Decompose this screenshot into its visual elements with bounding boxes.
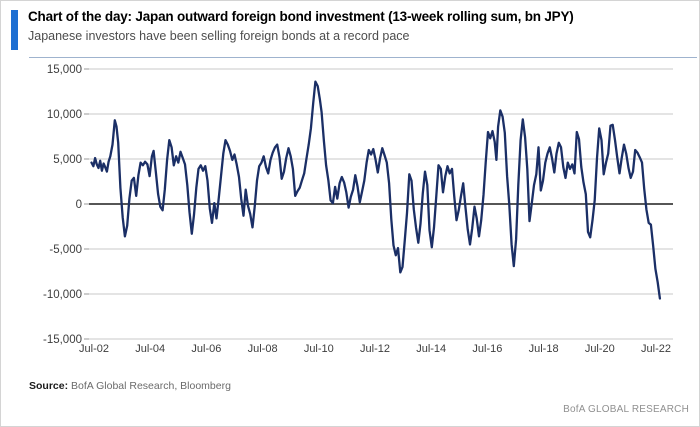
x-tick-label: Jul-12 xyxy=(360,343,390,355)
y-tick-label: -10,000 xyxy=(43,289,82,301)
x-tick-label: Jul-04 xyxy=(135,343,165,355)
brand-mark: BofA GLOBAL RESEARCH xyxy=(563,404,689,415)
header-divider xyxy=(29,57,697,58)
x-tick-label: Jul-06 xyxy=(191,343,221,355)
source-text: BofA Global Research, Bloomberg xyxy=(68,380,231,392)
page-title: Chart of the day: Japan outward foreign … xyxy=(28,9,574,24)
x-tick-label: Jul-18 xyxy=(529,343,559,355)
line-chart-canvas: 15,00010,0005,0000-5,000-10,000-15,000Ju… xyxy=(43,64,673,355)
y-tick-label: 15,000 xyxy=(47,64,82,76)
x-tick-label: Jul-20 xyxy=(585,343,615,355)
source-label: Source: xyxy=(29,380,69,392)
chart-area: 15,000 10,000 5,000 0 -5,000 -10,000 -15,000 Ju… xyxy=(1,61,699,361)
x-tick-label: Jul-16 xyxy=(472,343,502,355)
x-tick-label: Jul-14 xyxy=(416,343,446,355)
x-tick-label: Jul-10 xyxy=(304,343,334,355)
y-tick-label: 5,000 xyxy=(53,154,82,166)
y-tick-label: 0 xyxy=(76,199,82,211)
y-tick-label: 10,000 xyxy=(47,109,82,121)
x-tick-label: Jul-02 xyxy=(79,343,109,355)
page-subtitle: Japanese investors have been selling for… xyxy=(28,29,410,43)
y-tick-label: -15,000 xyxy=(43,334,82,346)
source-note: Source: BofA Global Research, Bloomberg xyxy=(29,380,231,392)
data-series-line xyxy=(90,80,662,300)
accent-bar xyxy=(11,10,18,50)
x-tick-label: Jul-22 xyxy=(641,343,671,355)
x-tick-label: Jul-08 xyxy=(248,343,278,355)
y-tick-label: -5,000 xyxy=(49,244,82,256)
